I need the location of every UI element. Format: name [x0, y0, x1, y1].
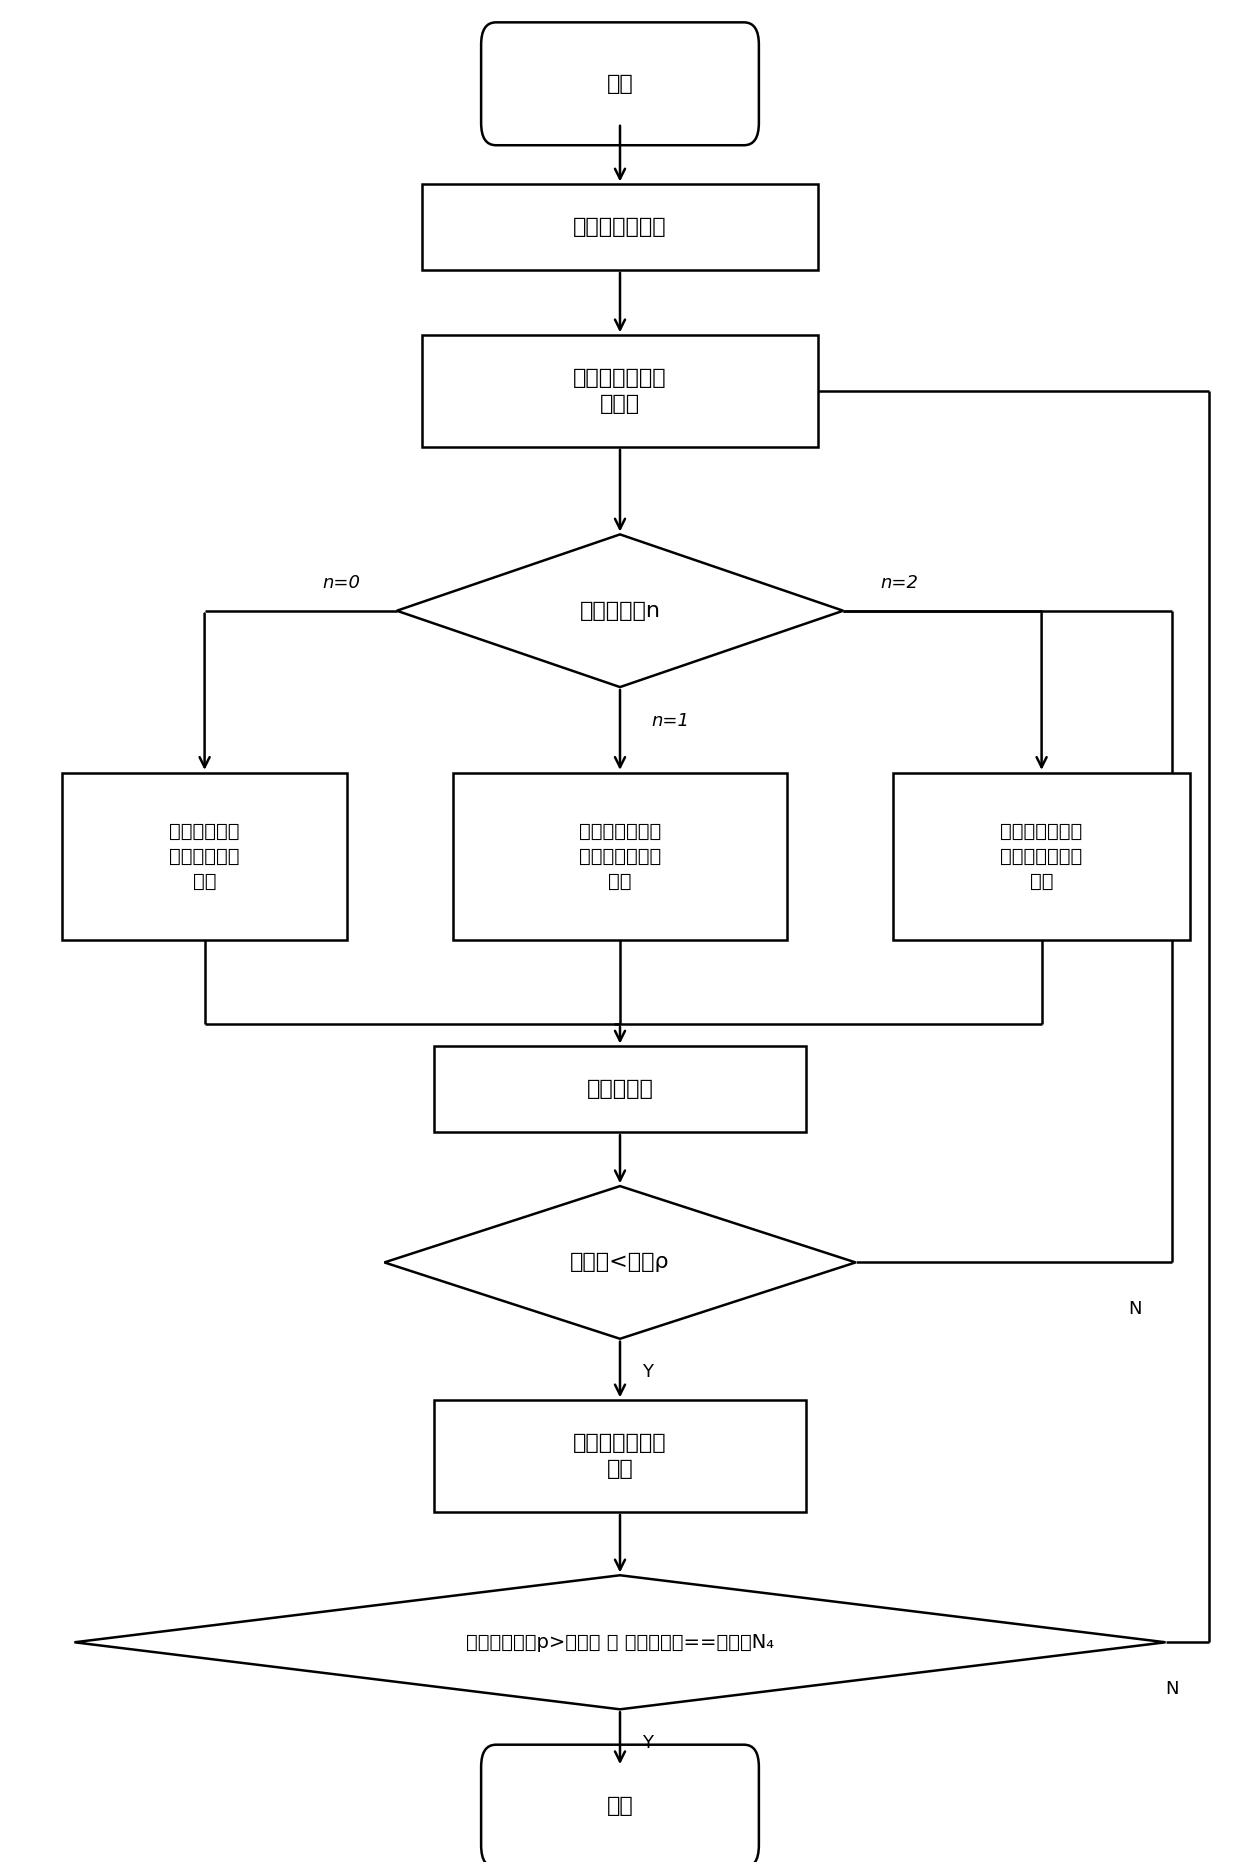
FancyBboxPatch shape: [434, 1046, 806, 1132]
Text: 选用随机的方
式生成候选检
测器: 选用随机的方 式生成候选检 测器: [170, 821, 239, 892]
FancyBboxPatch shape: [893, 773, 1190, 940]
Text: n=1: n=1: [651, 711, 689, 730]
Text: 亲和力计算: 亲和力计算: [587, 1080, 653, 1099]
Text: 检测器覆盖率p>期望值 或 检测器个数==最大值N₄: 检测器覆盖率p>期望值 或 检测器个数==最大值N₄: [466, 1633, 774, 1652]
Polygon shape: [397, 534, 843, 687]
Text: N: N: [1166, 1680, 1178, 1698]
Text: Y: Y: [642, 1363, 653, 1382]
Polygon shape: [384, 1186, 856, 1339]
Text: 生成随机数n: 生成随机数n: [579, 601, 661, 620]
FancyBboxPatch shape: [422, 184, 818, 270]
FancyBboxPatch shape: [62, 773, 347, 940]
Text: Y: Y: [642, 1734, 653, 1752]
Text: 对样本集进行邻
域划分: 对样本集进行邻 域划分: [573, 369, 667, 413]
Text: 亲和力<阈值ρ: 亲和力<阈值ρ: [570, 1253, 670, 1272]
Text: 选用遗传算法方
式来生成候选检
测器: 选用遗传算法方 式来生成候选检 测器: [1001, 821, 1083, 892]
FancyBboxPatch shape: [481, 22, 759, 145]
FancyBboxPatch shape: [453, 773, 787, 940]
FancyBboxPatch shape: [481, 1745, 759, 1862]
Text: 开始: 开始: [606, 74, 634, 93]
Text: 选用混沌映射的
方式生成候选检
测器: 选用混沌映射的 方式生成候选检 测器: [579, 821, 661, 892]
Text: 初始化各个参数: 初始化各个参数: [573, 218, 667, 236]
Text: n=0: n=0: [322, 573, 360, 592]
Text: 加入成熟检测器
集合: 加入成熟检测器 集合: [573, 1434, 667, 1478]
FancyBboxPatch shape: [434, 1400, 806, 1512]
FancyBboxPatch shape: [422, 335, 818, 447]
Text: n=2: n=2: [880, 573, 918, 592]
Polygon shape: [74, 1575, 1166, 1709]
Text: N: N: [1128, 1300, 1141, 1318]
Text: 结束: 结束: [606, 1797, 634, 1815]
